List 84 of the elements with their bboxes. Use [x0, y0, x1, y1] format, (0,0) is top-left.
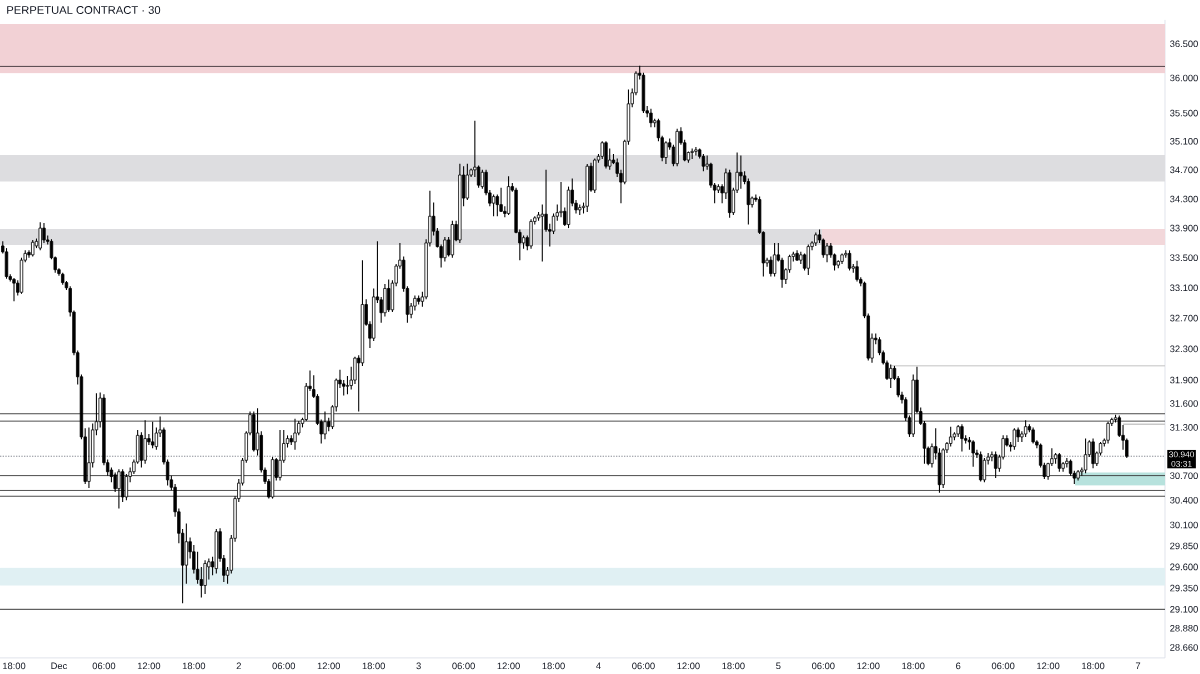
- x-tick-label: 06:00: [811, 662, 835, 670]
- candlestick: [87, 426, 91, 489]
- candlestick: [12, 277, 16, 302]
- x-tick-label: 6: [956, 662, 961, 670]
- x-tick-label: 7: [1135, 662, 1141, 670]
- y-tick-label: 30.400: [1170, 496, 1198, 504]
- candlestick: [982, 457, 987, 483]
- y-tick-label: 33.100: [1170, 284, 1198, 292]
- y-tick-label: 32.700: [1170, 314, 1198, 322]
- candlestick: [604, 140, 608, 169]
- x-tick-label: 3: [416, 662, 421, 670]
- y-tick-label: 34.700: [1170, 166, 1198, 174]
- candlestick: [971, 439, 975, 468]
- candlestick: [293, 418, 297, 451]
- candlestick: [124, 473, 129, 501]
- x-tick-label: Dec: [51, 662, 67, 670]
- candlestick: [551, 212, 556, 235]
- chart-title: PERPETUAL CONTRACT · 30: [7, 6, 161, 14]
- y-tick-label: 29.850: [1170, 542, 1198, 550]
- candlestick: [825, 242, 829, 263]
- y-tick-label: 36.000: [1170, 74, 1198, 82]
- candlestick: [855, 260, 859, 283]
- candlestick: [491, 193, 496, 217]
- x-tick-label: 12:00: [1037, 662, 1060, 670]
- candlestick: [664, 140, 668, 165]
- candlestick: [889, 363, 893, 389]
- candlestick: [278, 429, 282, 482]
- x-tick-label: 18:00: [182, 662, 206, 670]
- y-tick-label: 33.900: [1170, 224, 1198, 232]
- x-tick-label: 12:00: [137, 662, 161, 670]
- candlestick: [113, 471, 117, 493]
- y-tick-label: 35.500: [1170, 109, 1198, 117]
- x-tick-label: 18:00: [1082, 662, 1105, 670]
- text: 03:31: [1171, 460, 1192, 467]
- y-tick-label: 34.300: [1170, 195, 1198, 203]
- y-tick-label: 32.300: [1170, 345, 1198, 353]
- candlestick: [1091, 438, 1095, 469]
- y-tick-label: 31.600: [1170, 400, 1198, 407]
- x-tick-label: 18:00: [902, 662, 925, 670]
- y-tick-label: 29.600: [1170, 563, 1198, 571]
- y-tick-label: 29.350: [1170, 584, 1198, 592]
- y-tick-label: 33.500: [1170, 254, 1198, 261]
- candlestick: [769, 255, 773, 278]
- candlestick: [117, 468, 121, 509]
- y-tick-label: 29.100: [1170, 606, 1198, 613]
- candlestick: [694, 146, 698, 157]
- x-tick-label: 18:00: [542, 662, 565, 670]
- y-tick-label: 30.100: [1170, 521, 1198, 529]
- x-tick-label: 12:00: [677, 662, 700, 670]
- x-tick-label: 18:00: [362, 662, 385, 670]
- y-tick-label: 31.900: [1170, 376, 1198, 384]
- candlestick: [739, 155, 743, 190]
- y-tick-label: 36.500: [1170, 40, 1198, 48]
- x-tick-label: 4: [596, 662, 601, 670]
- candlestick: [203, 559, 207, 595]
- y-tick-label: 28.660: [1170, 644, 1198, 651]
- candlestick: [150, 421, 155, 449]
- candlestick: [143, 419, 147, 465]
- x-tick-label: 18:00: [722, 662, 745, 670]
- y-tick-label: 30.700: [1170, 472, 1198, 479]
- candlestick: [480, 169, 485, 190]
- x-tick-label: 06:00: [452, 662, 475, 670]
- y-tick-label: 31.300: [1170, 424, 1198, 431]
- candlestick: [499, 187, 503, 213]
- candlestick: [184, 522, 189, 585]
- y-tick-label: 35.100: [1170, 137, 1198, 145]
- candlestick: [323, 410, 327, 440]
- x-tick-label: 06:00: [991, 662, 1015, 670]
- ref-line-label: 30.940: [1169, 451, 1195, 458]
- y-tick-label: 28.880: [1170, 625, 1198, 632]
- x-tick-label: 06:00: [272, 662, 296, 670]
- candlestick: [780, 257, 784, 289]
- candlestick: [1106, 421, 1110, 445]
- candlestick: [960, 423, 964, 453]
- candlestick: [649, 108, 653, 128]
- x-tick-label: 12:00: [857, 662, 880, 670]
- candlestick: [38, 221, 42, 251]
- x-tick-label: 06:00: [632, 662, 655, 670]
- x-tick-label: 12:00: [317, 662, 341, 670]
- x-tick-label: 12:00: [497, 662, 520, 670]
- x-tick-label: 06:00: [92, 662, 116, 670]
- x-tick-label: 5: [776, 662, 781, 670]
- x-tick-label: 18:00: [3, 662, 26, 670]
- x-tick-label: 2: [236, 662, 241, 670]
